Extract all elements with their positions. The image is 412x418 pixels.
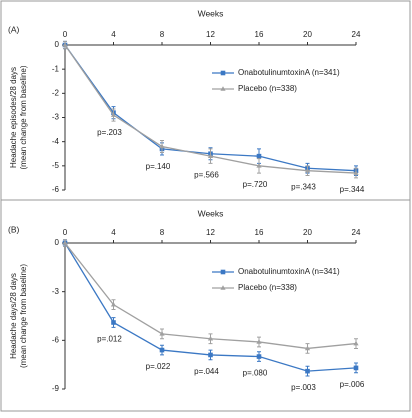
legend-marker [220,86,226,91]
x-tick-label: 8 [160,30,165,39]
point [159,143,165,149]
p-value: p=.080 [243,369,268,378]
p-value: p=.044 [194,367,219,376]
x-tick-label: 24 [352,30,361,39]
x-tick-label: 12 [206,30,215,39]
y-tick-label: -1 [52,64,60,73]
x-tick-label: 4 [111,228,116,237]
point [304,167,311,173]
x-tick-label: 4 [111,30,116,39]
point [111,320,116,325]
point [353,340,359,346]
panel-label: (B) [8,224,20,234]
point [207,335,214,341]
point [305,368,310,374]
y-tick-label: -4 [52,137,60,146]
x-tick-label: 8 [160,228,165,237]
y-tick-label: 0 [55,238,60,247]
legend-label: Placebo (n=338) [238,283,297,292]
p-value: p=.566 [194,171,219,180]
point [207,153,214,158]
y-tick-label: -6 [52,335,60,344]
point [353,170,359,175]
x-tick-label: 0 [63,30,68,39]
p-value: p=.012 [97,334,122,343]
p-value: p=.022 [146,362,171,371]
y-axis-title: Headache days/28 days [9,273,18,359]
point [110,301,117,307]
legend-marker [220,285,226,290]
point [159,331,165,336]
x-tick-label: 24 [352,228,361,237]
point [159,347,165,353]
point [256,163,262,168]
x-tick-label: 16 [255,30,264,39]
p-value: p=.720 [243,180,268,189]
y-axis-title: (mean change from baseline) [19,264,28,368]
y-tick-label: -3 [52,113,60,122]
y-tick-label: -3 [52,287,60,296]
legend-marker [220,70,226,76]
x-tick-label: 0 [63,228,68,237]
point [256,153,262,159]
x-axis-title: Weeks [198,8,224,18]
point [304,345,311,351]
legend-label: Placebo (n=338) [238,84,297,93]
y-tick-label: -2 [52,88,60,97]
panel-label: (A) [8,24,20,34]
p-value: p=.203 [97,128,122,137]
point [353,365,359,371]
point [208,352,213,358]
point [62,42,68,47]
point [256,354,262,359]
y-axis-title: (mean change from baseline) [19,65,28,169]
x-tick-label: 20 [303,228,312,237]
y-tick-label: -6 [52,185,60,194]
p-value: p=.003 [291,383,316,392]
y-tick-label: -5 [52,161,60,170]
series-line [64,242,357,350]
y-tick-label: -9 [52,384,60,393]
point [256,339,262,344]
point [62,240,68,245]
p-value: p=.343 [291,183,316,192]
point [110,112,117,117]
legend-label: OnabotulinumtoxinA (n=341) [238,68,340,77]
x-tick-label: 12 [206,228,215,237]
legend-label: OnabotulinumtoxinA (n=341) [238,267,340,276]
y-tick-label: 0 [55,40,60,49]
legend-marker [220,269,226,275]
p-value: p=.140 [146,162,171,171]
p-value: p=.344 [340,185,365,194]
y-axis-title: Headache episodes/28 days [9,67,18,168]
p-value: p=.006 [340,380,365,389]
x-tick-label: 16 [255,228,264,237]
x-axis-title: Weeks [198,208,224,218]
x-tick-label: 20 [303,30,312,39]
